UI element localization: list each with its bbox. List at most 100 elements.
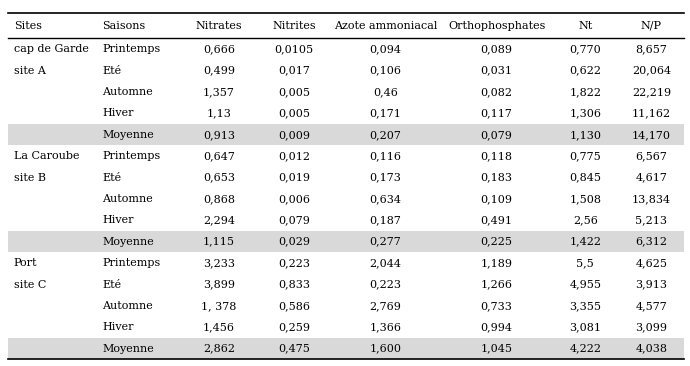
Text: 3,099: 3,099 (635, 322, 667, 332)
Text: 0,913: 0,913 (203, 130, 235, 140)
Text: 0,733: 0,733 (481, 301, 513, 311)
Text: 2,294: 2,294 (203, 215, 235, 225)
Text: 0,094: 0,094 (369, 44, 402, 54)
Text: 1,115: 1,115 (203, 237, 235, 247)
Text: 1, 378: 1, 378 (201, 301, 237, 311)
Text: 0,223: 0,223 (278, 258, 310, 268)
Text: 1,508: 1,508 (569, 194, 601, 204)
Text: Moyenne: Moyenne (102, 344, 154, 354)
Text: 0,118: 0,118 (481, 151, 513, 161)
Text: 0,586: 0,586 (278, 301, 310, 311)
Text: Moyenne: Moyenne (102, 130, 154, 140)
Text: Saisons: Saisons (102, 20, 146, 31)
Text: 4,577: 4,577 (635, 301, 667, 311)
Text: Eté: Eté (102, 172, 121, 183)
Text: 0,089: 0,089 (481, 44, 513, 54)
Text: 0,012: 0,012 (278, 151, 310, 161)
Text: Moyenne: Moyenne (102, 237, 154, 247)
Text: 0,775: 0,775 (569, 151, 601, 161)
Text: 3,913: 3,913 (635, 280, 667, 290)
Text: 1,045: 1,045 (481, 344, 513, 354)
Text: 6,312: 6,312 (635, 237, 667, 247)
Text: 1,189: 1,189 (481, 258, 513, 268)
Text: 0,009: 0,009 (278, 130, 310, 140)
Text: 1,266: 1,266 (481, 280, 513, 290)
Text: Hiver: Hiver (102, 215, 134, 225)
Text: 4,038: 4,038 (635, 344, 667, 354)
Text: N/P: N/P (641, 20, 662, 31)
Text: Automne: Automne (102, 194, 153, 204)
Text: 1,357: 1,357 (203, 87, 235, 97)
Text: 0,117: 0,117 (481, 108, 513, 118)
Text: Azote ammoniacal: Azote ammoniacal (334, 20, 437, 31)
Text: 4,617: 4,617 (635, 172, 667, 183)
Text: Hiver: Hiver (102, 108, 134, 118)
Text: 6,567: 6,567 (635, 151, 667, 161)
Text: 4,222: 4,222 (569, 344, 601, 354)
Text: 8,657: 8,657 (635, 44, 667, 54)
Text: 0,173: 0,173 (370, 172, 402, 183)
Text: 2,862: 2,862 (203, 344, 235, 354)
Text: 1,13: 1,13 (206, 108, 231, 118)
Text: 0,029: 0,029 (278, 237, 310, 247)
Text: 0,622: 0,622 (569, 66, 601, 75)
Text: Printemps: Printemps (102, 44, 161, 54)
Text: 1,366: 1,366 (369, 322, 402, 332)
Text: 4,625: 4,625 (635, 258, 667, 268)
Text: 0,005: 0,005 (278, 108, 310, 118)
Text: 13,834: 13,834 (632, 194, 671, 204)
Text: 14,170: 14,170 (632, 130, 671, 140)
Text: 3,081: 3,081 (569, 322, 601, 332)
Text: 1,130: 1,130 (569, 130, 601, 140)
Text: 3,899: 3,899 (203, 280, 235, 290)
Bar (8, 124, 684, 145)
Text: cap de Garde: cap de Garde (14, 44, 89, 54)
Text: 5,5: 5,5 (576, 258, 594, 268)
Text: 0,031: 0,031 (481, 66, 513, 75)
Text: 0,017: 0,017 (278, 66, 310, 75)
Text: 0,0105: 0,0105 (275, 44, 314, 54)
Bar (8, 231, 684, 253)
Text: 0,770: 0,770 (569, 44, 601, 54)
Text: 1,422: 1,422 (569, 237, 601, 247)
Text: site A: site A (14, 66, 46, 75)
Text: 1,600: 1,600 (369, 344, 402, 354)
Text: 2,56: 2,56 (573, 215, 598, 225)
Text: site C: site C (14, 280, 46, 290)
Text: 0,187: 0,187 (370, 215, 402, 225)
Text: 0,183: 0,183 (481, 172, 513, 183)
Text: 0,019: 0,019 (278, 172, 310, 183)
Text: 0,005: 0,005 (278, 87, 310, 97)
Text: Hiver: Hiver (102, 322, 134, 332)
Text: 0,868: 0,868 (203, 194, 235, 204)
Text: 0,491: 0,491 (481, 215, 513, 225)
Text: 0,46: 0,46 (373, 87, 398, 97)
Text: Nitrites: Nitrites (273, 20, 316, 31)
Text: 1,306: 1,306 (569, 108, 601, 118)
Text: 0,079: 0,079 (278, 215, 310, 225)
Text: 0,006: 0,006 (278, 194, 310, 204)
Text: Automne: Automne (102, 301, 153, 311)
Text: 0,223: 0,223 (369, 280, 402, 290)
Text: Port: Port (14, 258, 37, 268)
Text: Printemps: Printemps (102, 151, 161, 161)
Text: Orthophosphates: Orthophosphates (448, 20, 545, 31)
Text: Eté: Eté (102, 66, 121, 75)
Text: 4,955: 4,955 (569, 280, 601, 290)
Text: 0,225: 0,225 (481, 237, 513, 247)
Text: 1,456: 1,456 (203, 322, 235, 332)
Text: Printemps: Printemps (102, 258, 161, 268)
Bar (8, 338, 684, 359)
Text: 1,822: 1,822 (569, 87, 601, 97)
Text: 20,064: 20,064 (632, 66, 671, 75)
Text: 0,845: 0,845 (569, 172, 601, 183)
Text: 0,079: 0,079 (481, 130, 513, 140)
Text: 0,109: 0,109 (481, 194, 513, 204)
Text: 0,106: 0,106 (369, 66, 402, 75)
Text: 0,207: 0,207 (370, 130, 402, 140)
Text: 0,082: 0,082 (481, 87, 513, 97)
Text: 0,475: 0,475 (278, 344, 310, 354)
Text: 5,213: 5,213 (635, 215, 667, 225)
Text: 2,769: 2,769 (370, 301, 402, 311)
Text: 0,666: 0,666 (203, 44, 235, 54)
